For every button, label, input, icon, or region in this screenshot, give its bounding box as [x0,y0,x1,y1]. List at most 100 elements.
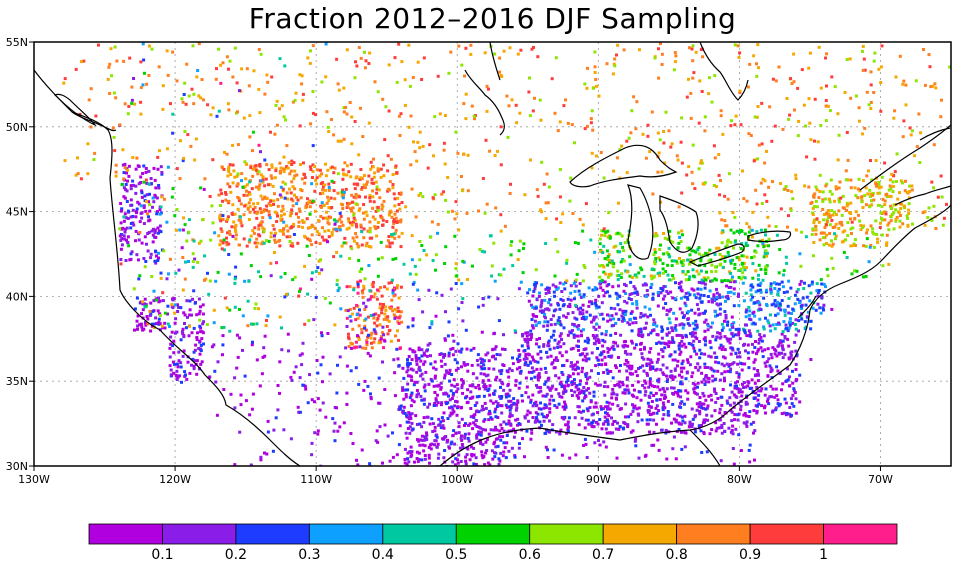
sample-point [502,333,505,337]
sample-point [603,380,607,384]
sample-point [656,385,660,389]
sample-point [814,199,818,203]
sample-point [365,214,369,218]
sample-point [601,344,605,348]
sample-point [686,291,690,295]
sample-point [763,361,767,365]
sample-point [670,421,673,425]
sample-point [314,113,318,117]
sample-point [498,56,502,60]
sample-point [493,451,496,455]
sample-point [86,142,90,146]
sample-point [311,176,314,179]
sample-point [739,408,743,412]
sample-point [822,231,826,235]
sample-point [877,203,881,207]
sample-point [414,272,418,276]
sample-point [422,385,426,389]
sample-point [529,329,533,333]
sample-point [733,413,737,417]
sample-point [540,423,543,427]
sample-point [157,256,160,260]
sample-point [661,386,665,390]
sample-point [142,206,146,209]
sample-point [661,286,665,290]
sample-point [559,380,563,384]
sample-point [598,275,602,279]
sample-point [590,166,594,170]
sample-point [729,430,733,434]
sample-point [277,239,281,243]
sample-point [812,254,815,258]
sample-point [562,342,566,346]
sample-point [495,375,499,379]
sample-point [292,177,296,181]
sample-point [635,275,639,279]
sample-point [484,428,487,432]
sample-point [403,78,407,82]
sample-point [375,191,379,195]
sample-point [604,427,608,431]
sample-point [397,203,401,206]
sample-point [869,192,873,196]
sample-point [683,295,687,299]
sample-point [216,270,220,274]
sample-point [744,422,748,426]
sample-point [224,192,228,196]
sample-point [229,173,233,176]
sample-point [391,309,395,313]
sample-point [447,394,450,398]
sample-point [261,175,265,179]
sample-point [671,378,675,381]
sample-point [646,408,650,412]
sample-point [139,175,143,179]
sample-point [375,318,379,322]
sample-point [414,354,418,357]
sample-point [702,276,706,280]
sample-point [410,398,414,402]
sample-point [573,390,577,394]
sample-point [219,219,223,223]
sample-point [754,391,758,395]
sample-point [732,287,736,291]
sample-point [289,375,293,379]
sample-point [675,261,679,265]
sample-point [341,188,345,192]
sample-point [106,77,110,81]
sample-point [404,431,408,435]
sample-point [695,408,699,412]
sample-point [755,373,759,377]
sample-point [741,382,744,386]
sample-point [527,90,531,94]
sample-point [631,403,634,407]
sample-point [763,268,767,272]
sample-point [794,318,798,322]
sample-point [659,368,663,372]
sample-point [728,341,732,345]
sample-point [678,422,682,426]
sample-point [811,206,815,210]
sample-point [545,172,549,176]
sample-point [201,312,205,316]
sample-point [159,230,163,234]
sample-point [502,429,506,433]
sample-point [786,337,790,341]
sample-point [300,363,304,367]
sample-point [320,205,323,209]
sample-point [197,94,201,98]
sample-point [713,409,717,413]
sample-point [387,235,391,238]
sample-point [682,366,686,370]
sample-point [301,341,305,345]
sample-point [194,137,198,141]
sample-point [382,317,386,321]
sample-point [325,110,329,114]
sample-point [153,259,157,263]
sample-point [784,401,788,405]
sample-point [135,156,139,160]
sample-point [453,384,457,388]
sample-point [610,396,614,400]
sample-point [655,422,658,426]
sample-point [172,371,176,375]
sample-point [237,199,241,203]
